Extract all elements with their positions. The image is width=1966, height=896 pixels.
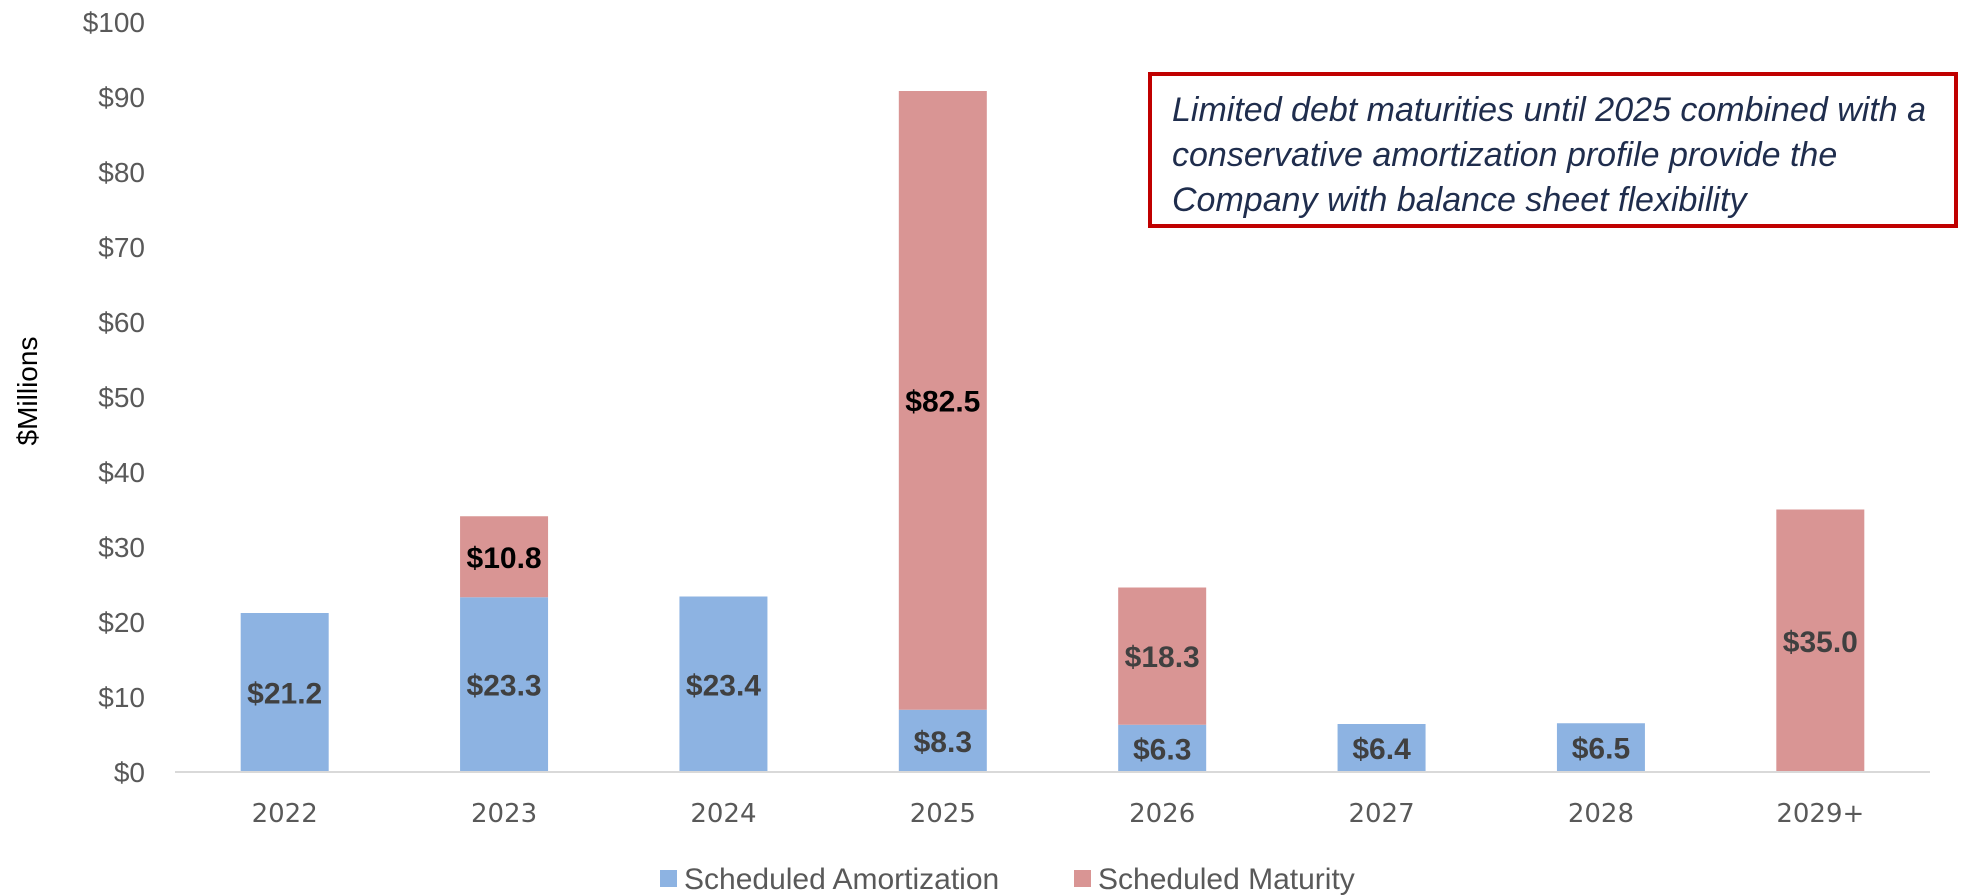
data-label: $8.3 xyxy=(914,726,972,759)
bar-maturity xyxy=(460,516,549,598)
data-label: $23.4 xyxy=(686,669,761,702)
bar-amortization xyxy=(898,709,987,772)
y-tick-label: $50 xyxy=(98,382,145,413)
legend-swatch xyxy=(660,870,677,887)
bar-maturity xyxy=(1118,587,1207,725)
y-tick-label: $10 xyxy=(98,682,145,713)
y-tick-label: $60 xyxy=(98,307,145,338)
data-label: $18.3 xyxy=(1125,641,1200,674)
bar-amortization xyxy=(679,596,768,772)
x-tick-label: 2022 xyxy=(252,799,318,829)
bars xyxy=(240,91,1865,772)
bar-maturity xyxy=(898,91,987,710)
y-tick-label: $20 xyxy=(98,607,145,638)
y-tick-label: $90 xyxy=(98,82,145,113)
data-label: $21.2 xyxy=(247,678,322,711)
y-tick-label: $80 xyxy=(98,157,145,188)
y-tick-label: $40 xyxy=(98,457,145,488)
data-label: $82.5 xyxy=(905,385,980,418)
x-tick-label: 2026 xyxy=(1129,799,1195,829)
x-tick-label: 2024 xyxy=(690,799,756,829)
bar-amortization xyxy=(240,613,329,772)
data-label: $6.3 xyxy=(1133,733,1191,766)
data-label: $10.8 xyxy=(467,542,542,575)
x-tick-label: 2025 xyxy=(910,799,976,829)
data-label: $6.4 xyxy=(1352,733,1411,766)
data-label: $23.3 xyxy=(467,670,542,703)
x-tick-label: 2027 xyxy=(1348,799,1414,829)
bar-maturity xyxy=(1776,509,1865,772)
y-axis-label: $Millions xyxy=(12,337,43,446)
y-tick-label: $30 xyxy=(98,532,145,563)
x-tick-label: 2023 xyxy=(471,799,537,829)
legend-label: Scheduled Maturity xyxy=(1098,863,1355,896)
callout-box: Limited debt maturities until 2025 combi… xyxy=(1148,72,1958,228)
y-tick-label: $0 xyxy=(114,757,145,788)
data-label: $6.5 xyxy=(1572,733,1630,766)
x-tick-label: 2028 xyxy=(1568,799,1634,829)
bar-amortization xyxy=(460,597,549,772)
y-tick-label: $100 xyxy=(83,7,145,38)
data-labels: $21.2 $23.3 $10.8 $23.4 $8.3 $82.5 $6.3 $18.3 $6… xyxy=(247,385,1858,766)
x-tick-label: 2029+ xyxy=(1776,799,1864,829)
y-axis-ticks: $0 $10 $20 $30 $40 $50 $60 $70 $80 $90 $100 xyxy=(83,7,145,788)
data-label: $35.0 xyxy=(1783,626,1858,659)
legend: Scheduled Amortization Scheduled Maturity xyxy=(660,863,1355,896)
y-tick-label: $70 xyxy=(98,232,145,263)
bar-amortization xyxy=(1556,723,1645,772)
callout-text: Limited debt maturities until 2025 combi… xyxy=(1172,91,1927,219)
x-axis-ticks: 2022 2023 2024 2025 2026 2027 2028 2029+ xyxy=(252,799,1865,829)
bar-amortization xyxy=(1337,724,1426,772)
legend-swatch xyxy=(1074,870,1091,887)
legend-label: Scheduled Amortization xyxy=(684,863,999,896)
bar-amortization xyxy=(1118,724,1207,772)
